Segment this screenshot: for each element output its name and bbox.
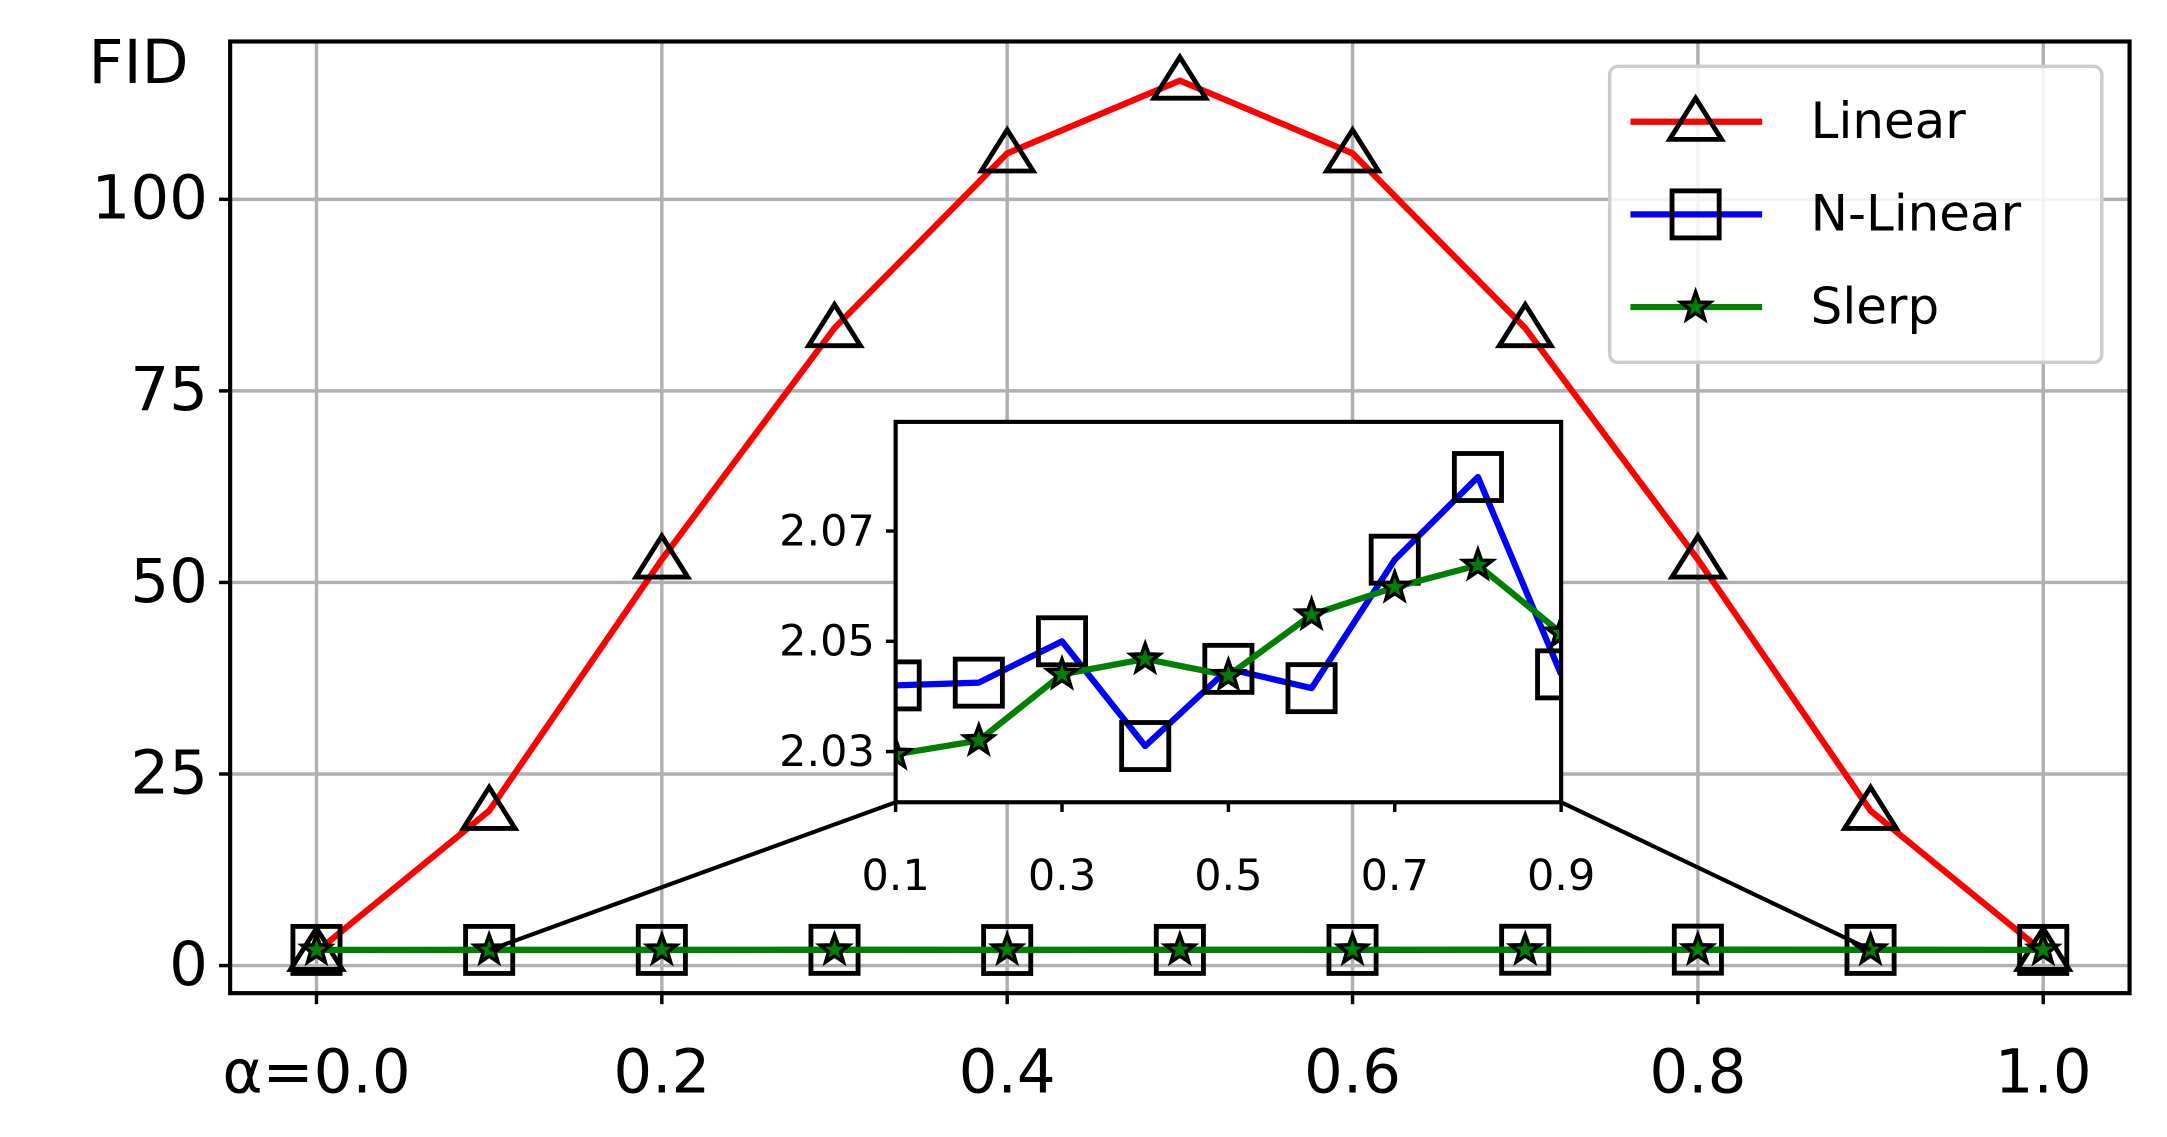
y-tick-label: 2.03 bbox=[779, 727, 875, 777]
marker bbox=[1678, 929, 1718, 967]
marker bbox=[1149, 52, 1211, 101]
marker bbox=[1125, 638, 1165, 676]
marker bbox=[987, 929, 1027, 967]
y-tick-label: 75 bbox=[130, 354, 208, 425]
marker bbox=[815, 929, 854, 967]
legend-label: Linear bbox=[1811, 92, 1967, 150]
y-tick-label: 50 bbox=[130, 546, 208, 617]
marker bbox=[1494, 300, 1556, 349]
axes-frame bbox=[893, 419, 1564, 805]
y-tick-label: 0 bbox=[169, 929, 208, 1000]
marker bbox=[895, 659, 922, 712]
marker bbox=[1541, 612, 1562, 650]
legend-box bbox=[1607, 64, 2104, 365]
x-tick-label: 0.3 bbox=[1028, 851, 1096, 901]
marker bbox=[1451, 451, 1504, 503]
marker bbox=[1505, 929, 1545, 967]
marker bbox=[1333, 929, 1372, 967]
x-tick-label: α=0.0 bbox=[222, 1037, 410, 1108]
connector bbox=[488, 800, 897, 952]
marker bbox=[1322, 125, 1383, 174]
marker bbox=[1285, 662, 1338, 715]
inset-background bbox=[895, 421, 1562, 803]
x-tick-label: 0.4 bbox=[959, 1037, 1056, 1108]
marker bbox=[1665, 93, 1726, 142]
x-tick-label: 0.1 bbox=[861, 851, 929, 901]
marker bbox=[458, 782, 520, 831]
x-tick-label: 0.9 bbox=[1527, 851, 1595, 901]
legend-label: N-Linear bbox=[1811, 185, 2022, 243]
marker bbox=[1119, 720, 1172, 772]
marker bbox=[1458, 544, 1498, 582]
marker bbox=[1042, 653, 1082, 691]
y-tick-label: 2.07 bbox=[779, 506, 875, 556]
marker bbox=[1669, 188, 1722, 241]
y-tick-label: 2.05 bbox=[779, 617, 875, 667]
x-tick-label: 0.5 bbox=[1194, 851, 1262, 901]
marker bbox=[1667, 531, 1729, 580]
marker bbox=[631, 531, 693, 580]
inset-plot-area bbox=[895, 451, 1562, 772]
y-axis-label: FID bbox=[89, 27, 189, 98]
connector bbox=[1560, 800, 1872, 952]
marker bbox=[952, 656, 1005, 709]
x-tick-label: 0.6 bbox=[1304, 1037, 1401, 1108]
series-line bbox=[314, 77, 2046, 955]
marker bbox=[1676, 286, 1716, 324]
marker bbox=[642, 929, 682, 967]
y-tick-label: 100 bbox=[92, 163, 208, 234]
marker bbox=[1292, 594, 1332, 632]
marker bbox=[976, 125, 1038, 174]
legend-label: Slerp bbox=[1811, 277, 1939, 335]
marker bbox=[895, 733, 916, 771]
marker bbox=[1840, 782, 1901, 831]
x-tick-label: 0.7 bbox=[1361, 851, 1429, 901]
marker bbox=[959, 720, 999, 758]
marker bbox=[1375, 566, 1415, 604]
marker bbox=[297, 929, 336, 967]
axes-frame bbox=[228, 39, 2132, 996]
x-tick-label: 0.8 bbox=[1649, 1037, 1746, 1108]
x-tick-label: 1.0 bbox=[1995, 1037, 2092, 1108]
y-tick-label: 25 bbox=[130, 737, 208, 808]
marker bbox=[804, 300, 865, 349]
x-tick-label: 0.2 bbox=[613, 1037, 710, 1108]
marker bbox=[1160, 929, 1200, 967]
marker bbox=[2023, 929, 2063, 967]
marker bbox=[1535, 648, 1562, 701]
marker bbox=[1208, 654, 1248, 692]
